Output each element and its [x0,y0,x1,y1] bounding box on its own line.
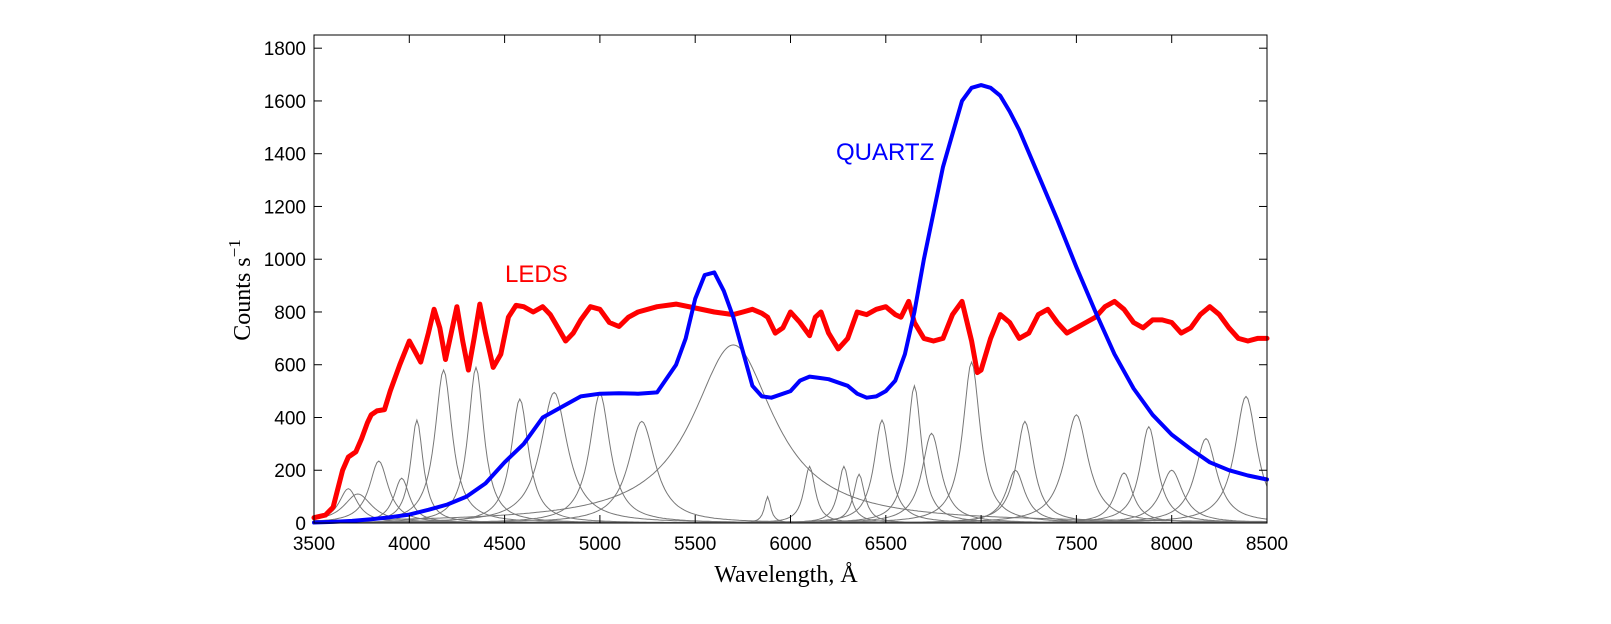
y-axis-title-group: Counts s−1 [225,239,256,340]
x-tick-label: 3500 [293,534,335,555]
x-tick-label: 8000 [1151,534,1193,555]
component-peak [314,344,1267,522]
series-leds-line [311,298,1270,521]
y-tick-label: 400 [274,408,306,429]
x-tick-label: 5500 [674,534,716,555]
y-axis-title-base: Counts s [230,257,256,340]
x-tick-label: 7000 [960,534,1002,555]
component-peak [314,395,1268,524]
leds-label: LEDS [505,261,568,288]
x-tick-label: 4500 [483,534,525,555]
quartz-label: QUARTZ [836,139,934,166]
y-tick-label: 0 [295,514,306,535]
y-tick-label: 1400 [264,145,306,166]
component-peak [314,414,1267,524]
x-tick-label: 6000 [769,534,811,555]
component-peak [314,418,1267,524]
x-tick-label: 6500 [865,534,907,555]
series-layer [311,83,1270,525]
x-tick-label: 5000 [579,534,621,555]
y-tick-label: 1800 [264,39,306,60]
component-peak [314,425,1267,524]
x-axis-title: Wavelength, Å [714,562,858,588]
x-tick-label: 7500 [1055,534,1097,555]
y-tick-label: 1600 [264,92,306,113]
component-peak [314,397,1267,524]
component-peak [314,418,1267,524]
y-tick-label: 1200 [264,197,306,218]
x-tick-label: 8500 [1246,534,1288,555]
series-quartz-line [312,83,1269,525]
y-axis-title: Counts s−1 [225,239,256,340]
y-axis: 0 200 400 600 800 1000 1200 1400 1600 1800 [264,39,1267,535]
component-peak [314,391,1267,524]
x-tick-label: 4000 [388,534,430,555]
component-peak [314,392,1267,524]
y-tick-label: 600 [274,356,306,377]
x-axis: 3500 4000 4500 5000 5500 6000 6500 7000 7500 8000… [293,35,1288,555]
y-tick-label: 1000 [264,250,306,271]
y-axis-title-exponent: −1 [225,239,244,257]
component-peak [314,437,1268,524]
y-tick-label: 200 [274,461,306,482]
y-tick-label: 800 [274,303,306,324]
plot-frame [313,34,1268,524]
